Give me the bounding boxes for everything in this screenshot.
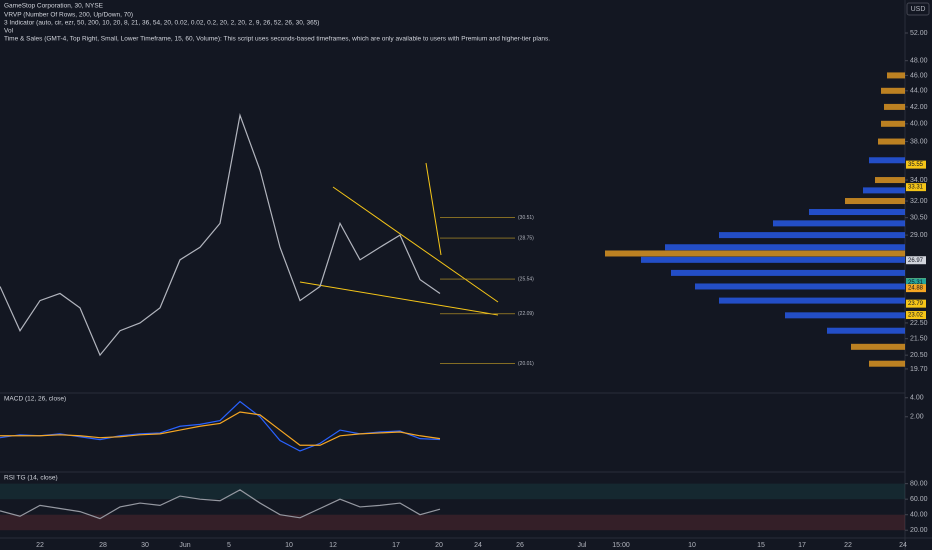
volume-profile-bar [869,360,905,367]
volume-profile-bar [884,103,905,110]
macd-title: MACD (12, 26, close) [4,396,66,403]
price-tag [906,160,926,169]
rsi-band [0,483,905,500]
x-tick-label: 12 [329,542,337,549]
y-tick-label: 19.70 [910,366,928,373]
y-tick-label: 30.50 [910,214,928,221]
level-label: (30.51) [518,215,534,221]
volume-profile-bar [773,220,905,227]
y-tick-label: 60.00 [910,496,928,503]
trendline [425,162,442,256]
x-tick-label: 28 [99,542,107,549]
volume-profile-bar [695,283,905,290]
y-tick-label: 38.00 [910,138,928,145]
y-tick-label: 21.50 [910,336,928,343]
x-tick-label: 10 [688,542,696,549]
volume-profile-bar [641,256,905,263]
volume-profile-bar [851,343,905,350]
volume-profile-bar [671,269,905,276]
currency[interactable]: USD [911,6,926,13]
y-tick-label: 32.00 [910,198,928,205]
trendline [332,186,499,303]
y-tick-label: 22.50 [910,320,928,327]
y-tick-label: 44.00 [910,88,928,95]
series-line [0,489,441,520]
volume-profile-bar [887,72,905,79]
x-tick-label: 26 [516,542,524,549]
y-tick-label: 46.00 [910,72,928,79]
price-tag [906,284,926,293]
price-tag-label: 35.55 [908,162,924,168]
level-label: (28.75) [518,235,534,241]
price-tag [906,299,926,308]
level-label: (22.09) [518,311,534,317]
volume-profile-bar [869,157,905,164]
x-tick-label: 15:00 [612,542,630,549]
rsi-title: RSI TG (14, close) [4,475,58,482]
price-tag-label: 25.31 [908,280,924,286]
y-tick-label: 29.00 [910,232,928,239]
y-tick-label: 34.00 [910,177,928,184]
indicator: 3 Indicator (auto, cir, ezr, 50, 200, 10… [4,20,319,27]
x-tick-label: 22 [844,542,852,549]
indicator: VRVP (Number Of Rows, 200, Up/Down, 70) [4,12,133,19]
x-tick-label: Jun [179,542,190,549]
y-tick-label: 48.00 [910,58,928,65]
title: GameStop Corporation, 30, NYSE [4,3,104,10]
volume-profile-bar [881,120,905,127]
x-tick-label: 17 [798,542,806,549]
volume-profile-bar [719,297,905,304]
price-tag [906,256,926,265]
series-line [0,112,441,357]
price-tag-label: 33.31 [908,185,924,191]
y-tick-label: 4.00 [910,395,924,402]
price-tag [906,183,926,192]
price-tag [906,278,926,287]
indicator: Vol [4,28,14,35]
x-tick-label: 22 [36,542,44,549]
x-tick-label: 20 [435,542,443,549]
volume-profile-bar [875,177,905,184]
price-tag [906,311,926,320]
x-tick-label: 5 [227,542,231,549]
volume-profile-bar [878,138,905,145]
y-tick-label: 20.50 [910,352,928,359]
volume-profile-bar [809,209,905,216]
x-tick-label: 17 [392,542,400,549]
price-tag-label: 23.79 [908,301,924,307]
price-tag-label: 23.02 [908,313,924,319]
x-tick-label: 30 [141,542,149,549]
y-tick-label: 2.00 [910,414,924,421]
x-tick-label: 24 [474,542,482,549]
indicator: Time & Sales (GMT-4, Top Right, Small, L… [4,36,550,43]
x-tick-label: 15 [757,542,765,549]
price-tag-label: 26.97 [908,258,924,264]
volume-profile-bar [863,187,905,194]
rsi-band [0,514,905,531]
y-tick-label: 42.00 [910,104,928,111]
level-label: (25.54) [518,276,534,282]
x-tick-label: Jul [578,542,587,549]
currency-button[interactable] [906,2,930,16]
price-tag-label: 24.88 [908,286,924,292]
series-line [0,411,441,446]
volume-profile-bar [881,87,905,94]
x-tick-label: 10 [285,542,293,549]
y-tick-label: 80.00 [910,480,928,487]
x-tick-label: 24 [899,542,907,549]
volume-profile-bar [605,250,905,257]
trendline [299,281,499,316]
y-tick-label: 20.00 [910,527,928,534]
volume-profile-bar [785,312,905,319]
y-tick-label: 52.00 [910,30,928,37]
level-label: (20.01) [518,361,534,367]
volume-profile-bar [665,244,905,251]
volume-profile-bar [827,327,905,334]
y-tick-label: 40.00 [910,121,928,128]
volume-profile-bar [845,198,905,205]
y-tick-label: 40.00 [910,512,928,519]
volume-profile-bar [719,232,905,239]
